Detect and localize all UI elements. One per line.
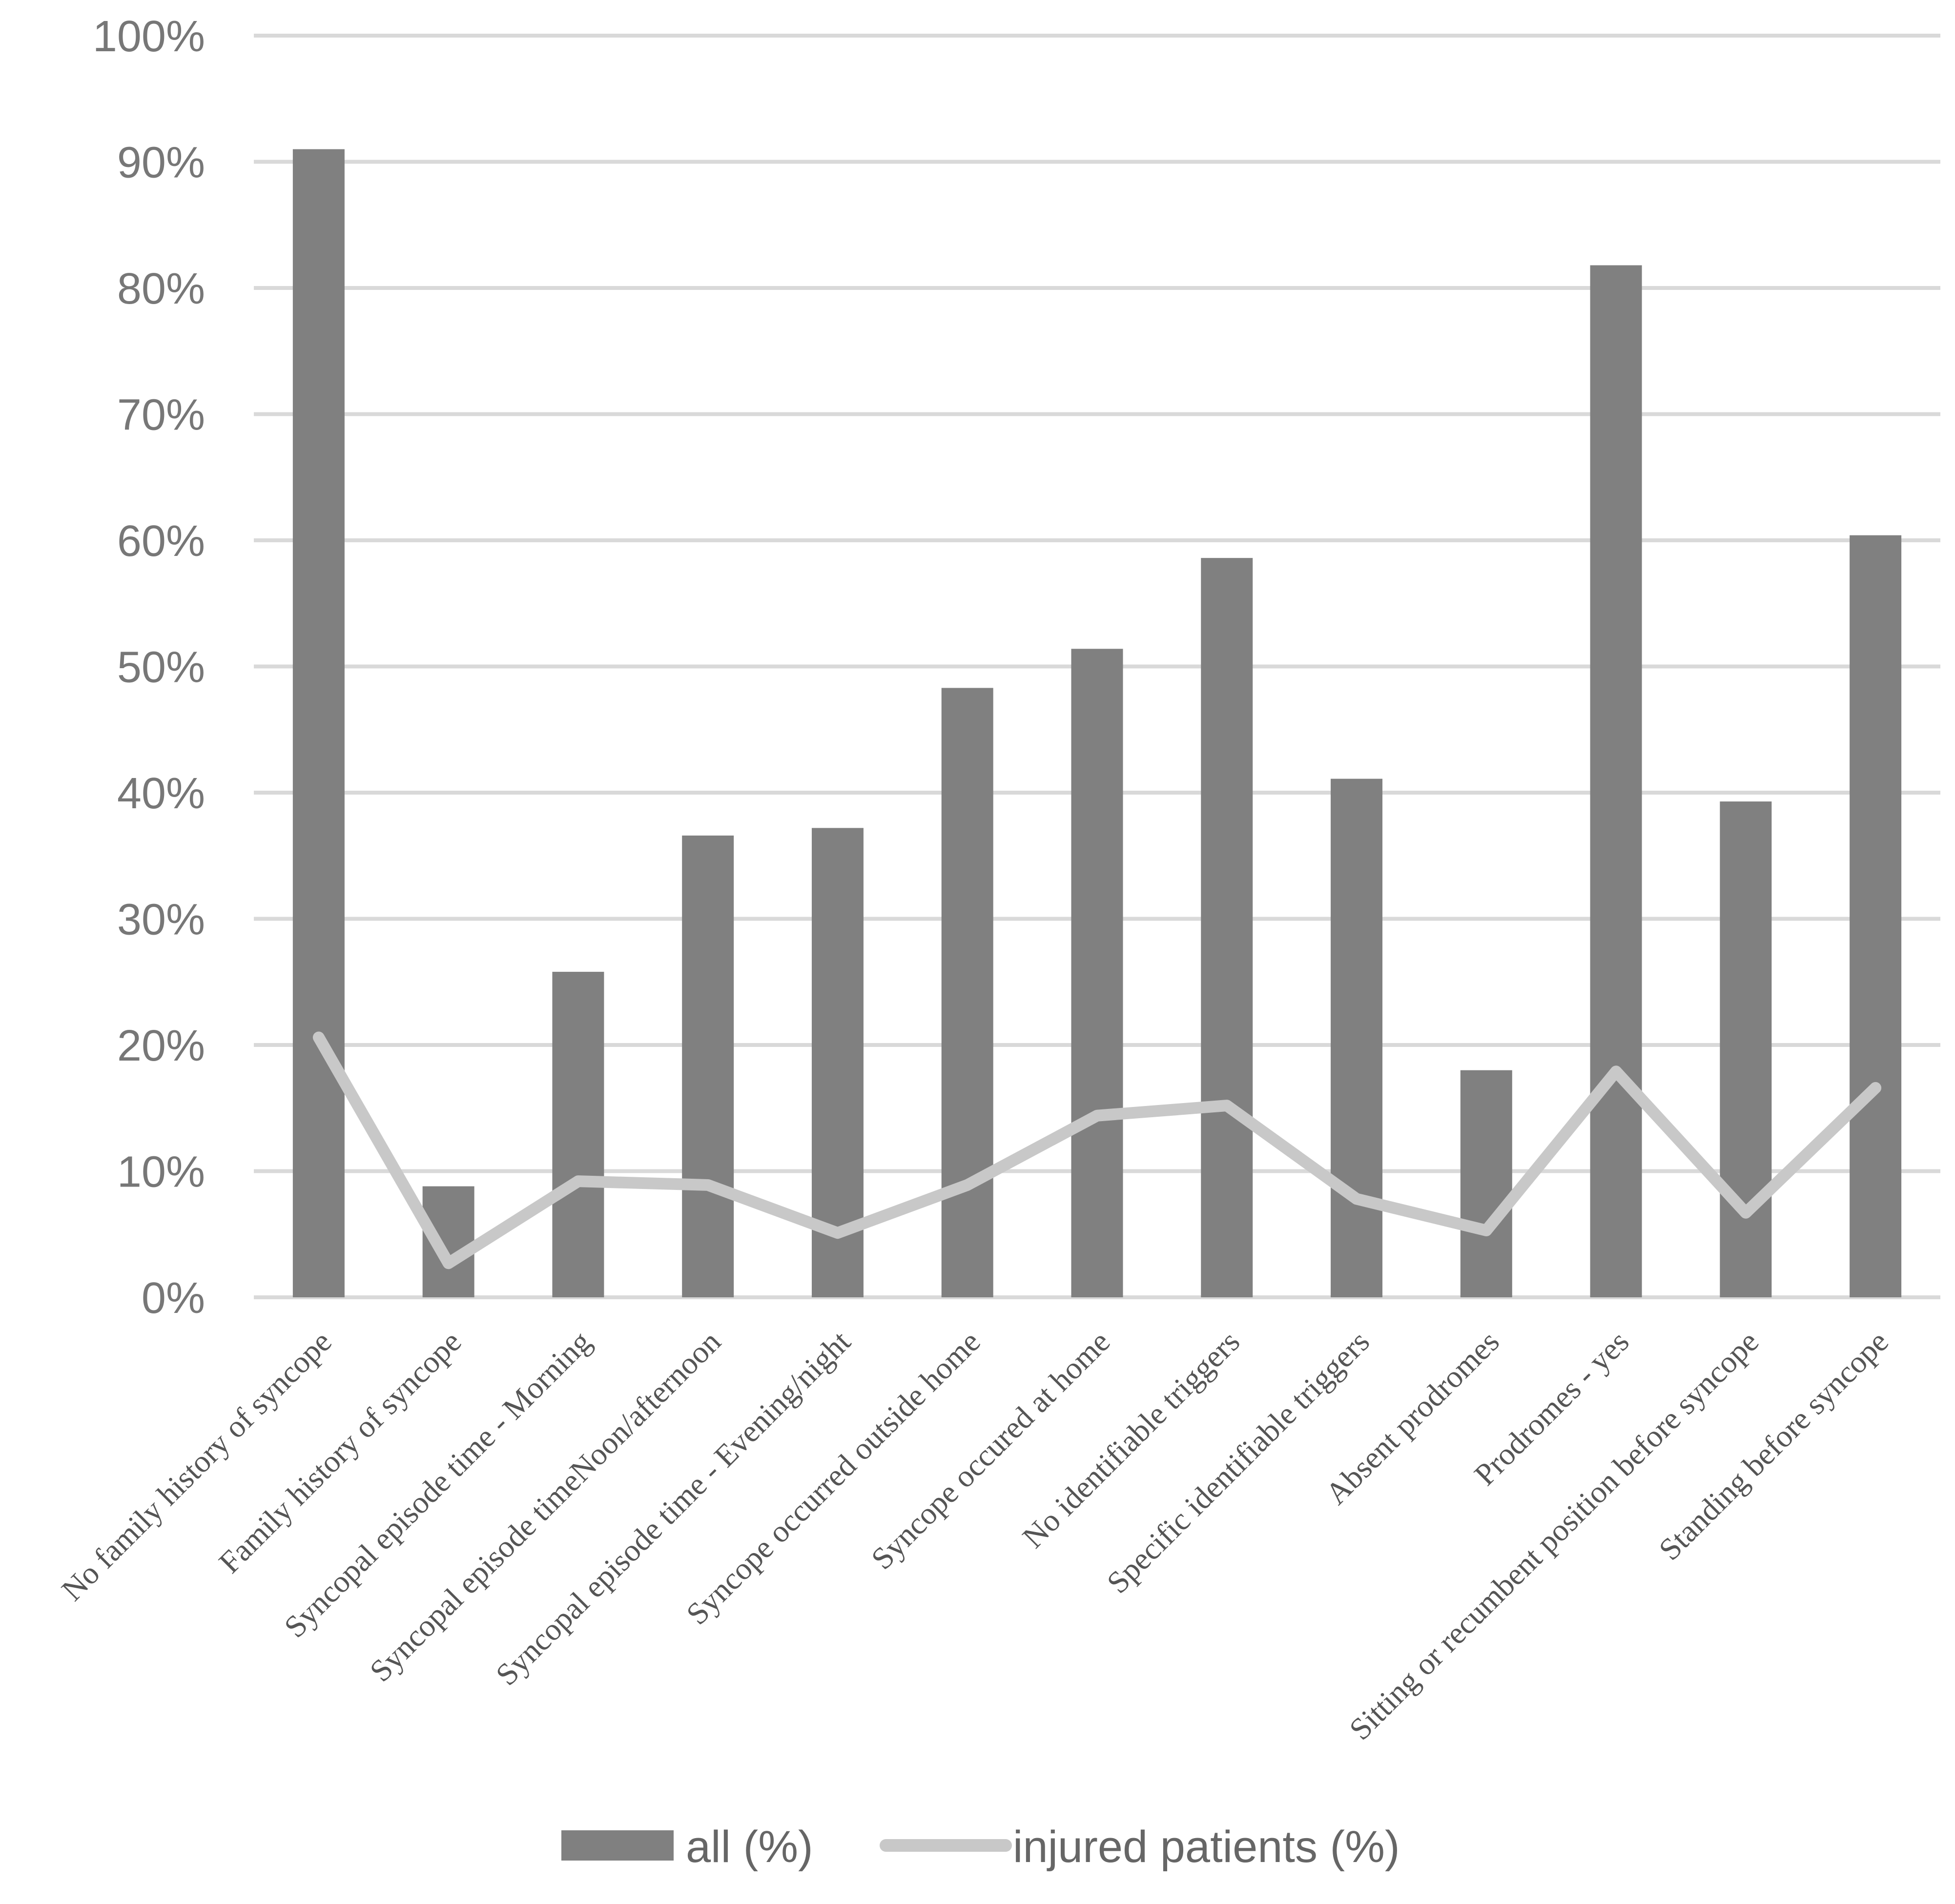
line-point — [1615, 1071, 1617, 1072]
legend-swatch-bar — [561, 1830, 674, 1861]
bar — [1201, 558, 1253, 1297]
line-point — [577, 1181, 579, 1182]
line-point — [837, 1232, 838, 1234]
line-point — [1745, 1212, 1747, 1213]
x-tick-label: Syncope occured at home — [864, 1324, 1116, 1576]
bar — [552, 972, 604, 1297]
x-tick-label: Family history of syncope — [212, 1324, 468, 1580]
y-tick-label: 50% — [117, 643, 205, 692]
bar — [1331, 778, 1383, 1297]
line-point — [1356, 1198, 1358, 1200]
y-tick-label: 30% — [117, 896, 205, 944]
bar — [1720, 801, 1772, 1297]
x-tick-label: No family history of syncope — [55, 1324, 338, 1608]
y-tick-label: 0% — [142, 1274, 205, 1323]
line-point — [448, 1263, 449, 1264]
line-point — [318, 1037, 319, 1038]
y-tick-label: 90% — [117, 139, 205, 187]
line-point — [1226, 1105, 1228, 1106]
y-tick-label: 70% — [117, 391, 205, 440]
bar — [1590, 265, 1642, 1297]
y-axis-ticks: 0% 10% 20% 30% 40% 50% 60% 70% 80% 90% 100% — [93, 12, 205, 1323]
bar-series — [292, 149, 1902, 1298]
bar — [682, 835, 734, 1297]
y-tick-label: 40% — [117, 769, 205, 818]
bar — [1850, 535, 1902, 1297]
bar — [292, 149, 345, 1298]
y-tick-label: 100% — [93, 12, 205, 61]
line-point — [707, 1184, 709, 1186]
bar — [941, 688, 993, 1297]
line-point — [1096, 1115, 1098, 1116]
line-point — [967, 1184, 968, 1186]
line-series — [312, 1031, 1882, 1269]
bar — [1071, 649, 1123, 1297]
legend: all (%) injured patients (%) — [561, 1822, 1400, 1872]
line-point — [1485, 1229, 1487, 1231]
y-tick-label: 80% — [117, 265, 205, 313]
y-tick-label: 60% — [117, 517, 205, 566]
y-tick-label: 20% — [117, 1022, 205, 1070]
bar — [1460, 1070, 1512, 1297]
x-tick-label: Standing before syncope — [1652, 1324, 1895, 1567]
legend-label-bar: all (%) — [686, 1822, 813, 1872]
x-tick-label: No identifiable triggers — [1016, 1324, 1246, 1555]
bar — [811, 828, 864, 1297]
legend-label-line: injured patients (%) — [1013, 1822, 1400, 1872]
x-tick-label: Specific identifiable triggers — [1100, 1324, 1376, 1600]
line-point — [1875, 1087, 1876, 1088]
y-tick-label: 10% — [117, 1148, 205, 1197]
